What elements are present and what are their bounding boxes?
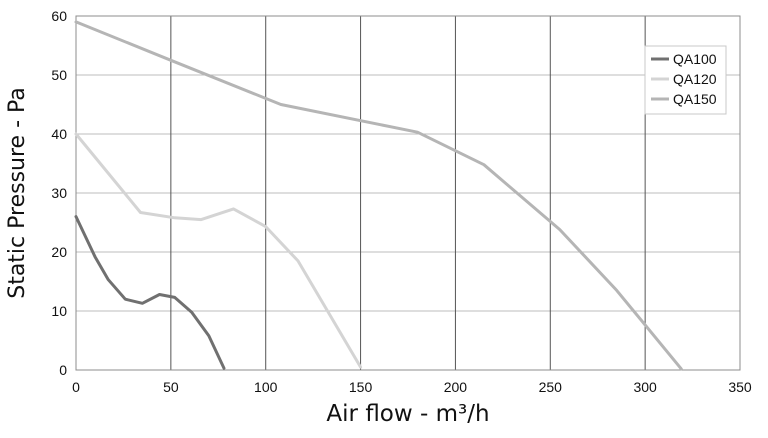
legend-label-qa150: QA150 <box>673 91 717 107</box>
y-tick-label: 10 <box>51 303 67 319</box>
series-lines <box>74 20 683 371</box>
y-tick-label: 20 <box>51 244 67 260</box>
legend-label-qa120: QA120 <box>673 71 717 87</box>
x-tick-labels: 0 50 100 150 200 250 300 350 <box>72 379 752 395</box>
legend: QA100 QA120 QA150 <box>644 45 727 115</box>
y-tick-label: 0 <box>59 362 67 378</box>
y-axis-title: Static Pressure - Pa <box>5 87 30 299</box>
x-tick-label: 100 <box>254 379 278 395</box>
y-tick-label: 50 <box>51 67 67 83</box>
x-tick-label: 0 <box>72 379 80 395</box>
x-tick-label: 250 <box>539 379 563 395</box>
series-line-qa100 <box>74 215 226 370</box>
y-tick-label: 40 <box>51 126 67 142</box>
x-tick-label: 350 <box>728 379 752 395</box>
y-tick-labels: 0 10 20 30 40 50 60 <box>51 8 67 378</box>
y-tick-label: 30 <box>51 185 67 201</box>
x-tick-label: 50 <box>163 379 179 395</box>
x-tick-label: 150 <box>349 379 373 395</box>
plot-area-frame <box>75 15 741 371</box>
series-line-qa120 <box>74 132 363 369</box>
x-tick-label: 200 <box>444 379 468 395</box>
legend-label-qa100: QA100 <box>673 51 717 67</box>
x-axis-title: Air flow - m³/h <box>326 401 489 427</box>
series-line-qa150 <box>74 20 683 371</box>
y-tick-label: 60 <box>51 8 67 24</box>
x-tick-label: 300 <box>633 379 657 395</box>
